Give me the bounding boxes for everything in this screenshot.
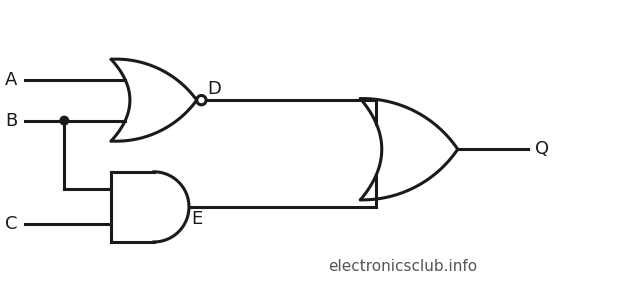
Text: E: E bbox=[191, 210, 202, 228]
Text: C: C bbox=[5, 215, 18, 233]
Circle shape bbox=[197, 96, 206, 105]
Text: Q: Q bbox=[535, 140, 549, 158]
Circle shape bbox=[60, 116, 68, 125]
Text: B: B bbox=[5, 112, 18, 130]
Text: A: A bbox=[5, 71, 18, 89]
Text: D: D bbox=[207, 80, 221, 98]
Text: electronicsclub.info: electronicsclub.info bbox=[328, 259, 478, 274]
